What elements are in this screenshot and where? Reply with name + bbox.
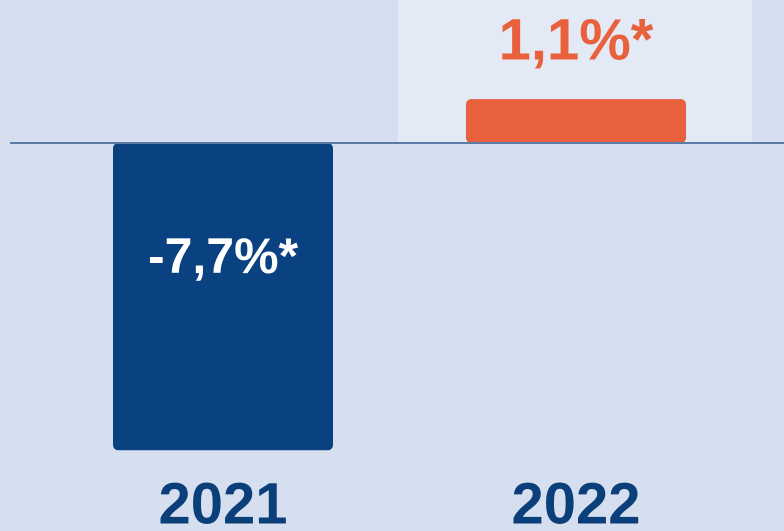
- bar: [113, 143, 333, 451]
- x-tick-label: 2021: [158, 471, 287, 531]
- value-label: 1,1%*: [499, 7, 654, 72]
- value-label: -7,7%*: [148, 228, 299, 284]
- bar: [466, 99, 686, 143]
- x-tick-label: 2022: [511, 471, 640, 531]
